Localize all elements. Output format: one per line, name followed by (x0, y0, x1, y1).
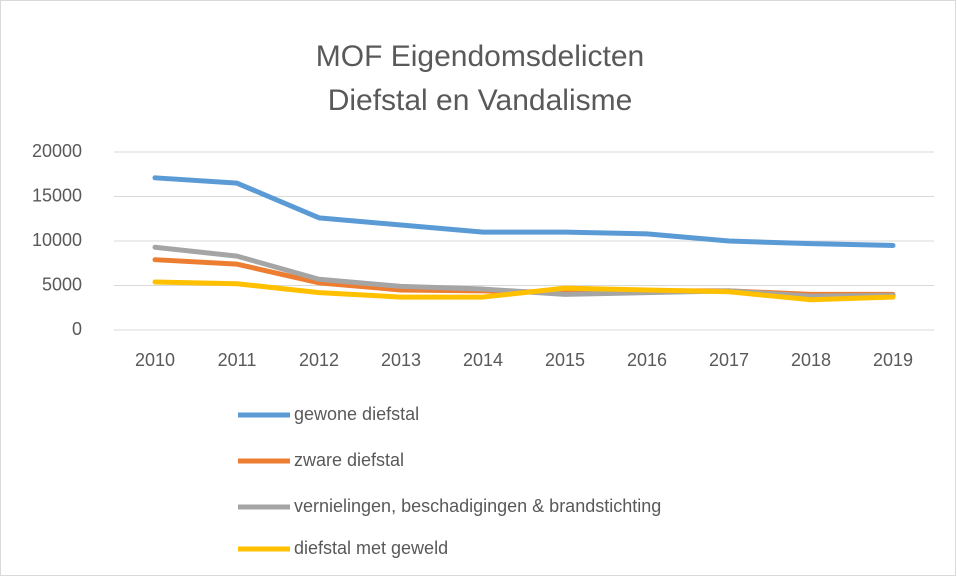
x-tick-label: 2011 (218, 350, 257, 370)
x-tick-label: 2012 (299, 350, 339, 370)
y-tick-label: 5000 (42, 274, 82, 294)
y-tick-label: 15000 (32, 185, 82, 205)
x-tick-label: 2013 (381, 350, 421, 370)
x-tick-label: 2018 (791, 350, 831, 370)
chart-title: Diefstal en Vandalisme (328, 84, 633, 117)
x-tick-label: 2015 (545, 350, 585, 370)
y-tick-label: 20000 (32, 141, 82, 161)
line-series (152, 175, 896, 248)
legend-label: gewone diefstal (294, 404, 419, 424)
legend-label: zware diefstal (294, 450, 404, 470)
x-tick-label: 2017 (709, 350, 749, 370)
y-tick-label: 0 (72, 319, 82, 339)
legend-label: vernielingen, beschadigingen & brandstic… (294, 496, 661, 516)
legend-label: diefstal met geweld (294, 538, 448, 558)
y-tick-label: 10000 (32, 230, 82, 250)
x-tick-label: 2019 (873, 350, 913, 370)
line-series (152, 279, 896, 303)
x-tick-label: 2014 (463, 350, 503, 370)
x-tick-label: 2010 (135, 350, 175, 370)
x-tick-label: 2016 (627, 350, 667, 370)
chart-title: MOF Eigendomsdelicten (316, 40, 644, 73)
